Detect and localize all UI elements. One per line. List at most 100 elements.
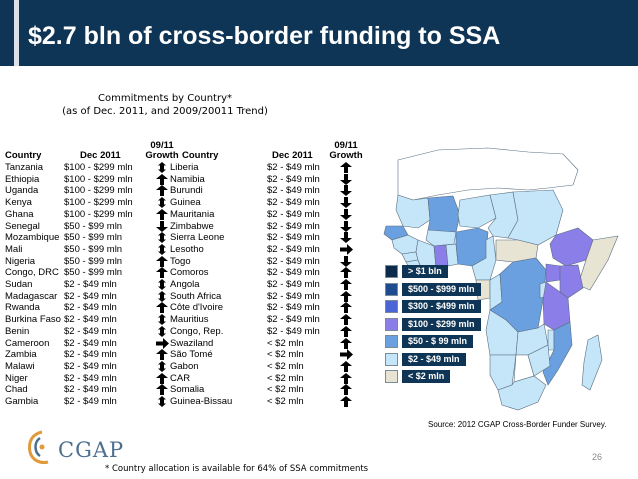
up-down-arrow-icon: [158, 360, 166, 372]
funding-range: $100 - $299 mln: [64, 162, 133, 173]
country-name: Swaziland: [170, 337, 214, 349]
funding-range: $2 - $49 mln: [267, 279, 320, 290]
down-arrow-icon: [340, 185, 352, 197]
country-name: Mauritius: [170, 314, 209, 326]
map-north-africa: [397, 147, 579, 201]
country-name: Niger: [5, 372, 28, 384]
up-arrow-icon: [340, 267, 352, 279]
country-name: Ghana: [5, 208, 34, 220]
up-arrow-icon: [156, 255, 168, 267]
legend-label: < $2 mln: [402, 370, 451, 383]
country-name: Mozambique: [5, 232, 60, 244]
legend-label: $100 - $299 mln: [402, 317, 481, 331]
map-mozambique: [542, 321, 573, 386]
right-arrow-icon: [340, 349, 353, 361]
funding-range: $2 - $49 mln: [64, 337, 117, 349]
funding-range: $2 - $49 mln: [64, 302, 117, 314]
up-arrow-icon: [340, 302, 352, 314]
funding-range: $2 - $49 mln: [64, 279, 117, 290]
down-arrow-icon: [340, 255, 352, 267]
legend-swatch: [385, 317, 398, 331]
down-arrow-icon: [340, 220, 352, 232]
funding-range: $100 - $299 mln: [64, 185, 133, 197]
funding-range: $2 - $49 mln: [267, 197, 320, 209]
country-name: Congo, Rep.: [170, 325, 224, 337]
country-name: Madagascar: [5, 290, 58, 302]
funding-range: $2 - $49 mln: [64, 360, 117, 372]
up-down-arrow-icon: [158, 314, 166, 326]
header-growth-bottom-right: Growth: [329, 150, 363, 161]
map-ethiopia: [549, 227, 594, 267]
funding-range: $2 - $49 mln: [267, 185, 320, 197]
country-name: Mauritania: [170, 208, 215, 220]
funding-range: $2 - $49 mln: [267, 162, 320, 173]
country-name: Namibia: [170, 173, 205, 185]
legend-label: > $1 bln: [402, 265, 448, 278]
country-name: Tanzania: [5, 162, 44, 173]
country-name: Côte d'Ivoire: [170, 302, 224, 314]
country-name: Gambia: [5, 396, 39, 407]
country-name: Guinea-Bissau: [170, 396, 233, 407]
legend-item: $50 - $ 99 mln: [385, 335, 505, 348]
up-arrow-icon: [156, 208, 168, 220]
country-name: Rwanda: [5, 302, 40, 314]
legend-item: < $2 mln: [385, 370, 505, 383]
map-zimbabwe: [527, 344, 551, 377]
cgap-logo-icon: [28, 430, 49, 464]
up-down-arrow-icon: [158, 197, 166, 209]
legend-label: $2 - $49 mln: [402, 352, 466, 366]
up-down-arrow-icon: [158, 243, 166, 255]
funding-range: < $2 mln: [267, 396, 304, 407]
funding-range: $2 - $49 mln: [64, 325, 117, 337]
up-down-arrow-icon: [158, 325, 166, 337]
legend-item: $100 - $299 mln: [385, 317, 505, 331]
funding-range: $2 - $49 mln: [267, 232, 320, 244]
country-name: Nigeria: [5, 255, 36, 267]
funding-range: $2 - $49 mln: [64, 314, 117, 326]
country-name: São Tomé: [170, 349, 213, 361]
country-name: Benin: [5, 325, 30, 337]
slide-title: $2.7 bln of cross-border funding to SSA: [28, 22, 501, 50]
funding-range: < $2 mln: [267, 349, 304, 361]
country-name: Mali: [5, 243, 23, 255]
country-name: Liberia: [170, 162, 199, 173]
right-arrow-icon: [340, 243, 353, 255]
funding-range: $2 - $49 mln: [267, 220, 320, 232]
page-number: 26: [592, 452, 603, 462]
funding-range: $2 - $49 mln: [64, 349, 117, 361]
funding-range: < $2 mln: [267, 360, 304, 372]
country-name: South Africa: [170, 290, 222, 302]
legend-label: $50 - $ 99 mln: [402, 335, 474, 348]
header-growth-top-right: 09/11: [334, 140, 358, 151]
country-name: Sierra Leone: [170, 232, 225, 244]
up-arrow-icon: [340, 337, 352, 349]
up-arrow-icon: [340, 162, 352, 173]
down-arrow-icon: [156, 220, 168, 232]
country-name: Ethiopia: [5, 173, 40, 185]
country-name: Zambia: [5, 349, 37, 361]
map-niger: [457, 194, 497, 229]
country-name: Comoros: [170, 267, 209, 279]
country-name: Malawi: [5, 360, 35, 372]
funding-range: $50 - $99 mln: [64, 232, 123, 244]
title-accent-bar: [14, 0, 19, 66]
legend-swatch: [385, 282, 398, 296]
funding-range: < $2 mln: [267, 384, 304, 396]
header-growth-bottom-left: Growth: [145, 150, 179, 161]
chart-title: Commitments by Country*: [98, 93, 232, 104]
country-name: Sudan: [5, 279, 33, 290]
funding-range: $100 - $299 mln: [64, 197, 133, 209]
up-arrow-icon: [156, 302, 168, 314]
header-country-left: Country: [5, 150, 42, 161]
down-arrow-icon: [340, 197, 352, 209]
chart-subtitle: (as of Dec. 2011, and 2009/20011 Trend): [62, 106, 268, 117]
legend-swatch: [385, 335, 398, 348]
funding-range: $2 - $49 mln: [267, 208, 320, 220]
country-name: CAR: [170, 372, 191, 384]
map-south-africa: [497, 375, 547, 411]
funding-range: $2 - $49 mln: [64, 290, 117, 302]
africa-map: [383, 147, 619, 411]
down-arrow-icon: [340, 173, 352, 185]
up-down-arrow-icon: [158, 396, 166, 407]
funding-range: $50 - $99 mln: [64, 220, 123, 232]
